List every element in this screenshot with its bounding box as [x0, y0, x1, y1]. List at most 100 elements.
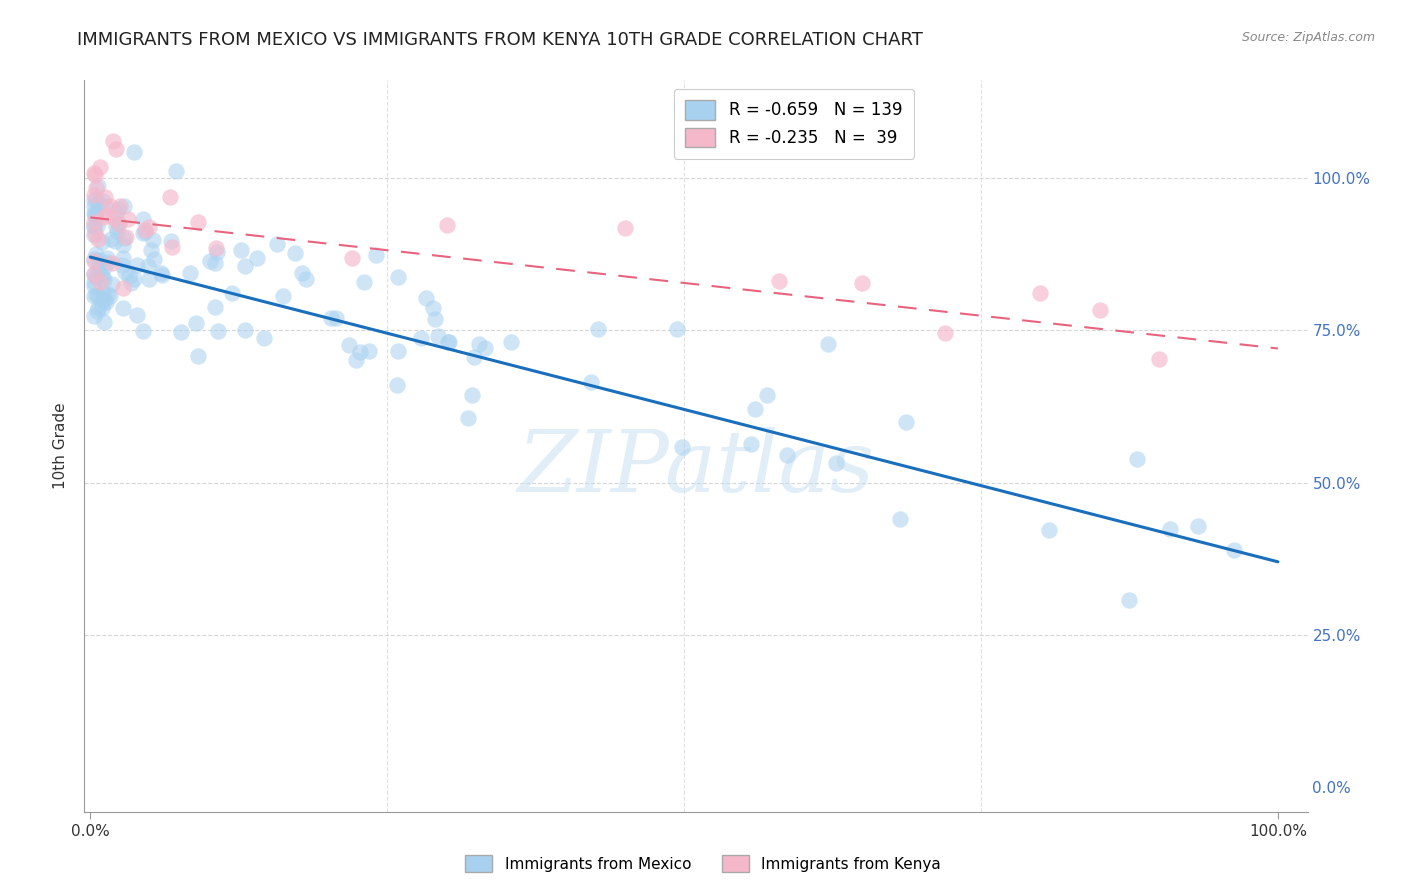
Point	[112, 199, 135, 213]
Point	[111, 281, 134, 295]
Point	[134, 225, 156, 239]
Point	[1223, 542, 1246, 557]
Point	[824, 456, 846, 470]
Point	[125, 258, 148, 272]
Point	[105, 219, 128, 234]
Point	[207, 324, 229, 338]
Point	[349, 345, 371, 359]
Point	[200, 254, 222, 268]
Point	[86, 304, 108, 318]
Point	[364, 248, 387, 262]
Point	[93, 210, 115, 224]
Point	[105, 224, 128, 238]
Point	[100, 256, 122, 270]
Point	[83, 219, 105, 234]
Point	[889, 512, 911, 526]
Point	[86, 219, 108, 234]
Point	[851, 276, 873, 290]
Point	[127, 308, 149, 322]
Point	[89, 160, 111, 174]
Point	[387, 270, 409, 285]
Point	[108, 217, 131, 231]
Point	[415, 292, 437, 306]
Point	[111, 251, 134, 265]
Point	[1187, 519, 1209, 533]
Point	[233, 323, 256, 337]
Point	[579, 375, 602, 389]
Point	[96, 208, 118, 222]
Point	[87, 252, 110, 267]
Point	[159, 189, 181, 203]
Point	[150, 267, 173, 281]
Point	[86, 289, 108, 303]
Point	[775, 448, 797, 462]
Point	[94, 200, 117, 214]
Point	[93, 259, 115, 273]
Point	[84, 288, 107, 302]
Point	[501, 334, 523, 349]
Point	[117, 212, 139, 227]
Point	[142, 233, 165, 247]
Point	[87, 179, 110, 194]
Point	[96, 255, 118, 269]
Point	[83, 228, 105, 243]
Point	[93, 294, 115, 309]
Point	[93, 315, 115, 329]
Point	[107, 217, 129, 231]
Point	[817, 337, 839, 351]
Point	[186, 316, 208, 330]
Point	[136, 259, 159, 273]
Point	[83, 199, 105, 213]
Point	[138, 220, 160, 235]
Point	[87, 195, 110, 210]
Point	[150, 268, 173, 283]
Point	[221, 286, 243, 301]
Point	[246, 251, 269, 265]
Point	[162, 240, 184, 254]
Point	[132, 324, 155, 338]
Point	[1159, 522, 1181, 536]
Point	[436, 218, 458, 232]
Point	[474, 342, 496, 356]
Point	[100, 289, 122, 303]
Point	[83, 254, 105, 268]
Point	[385, 378, 408, 392]
Point	[768, 274, 790, 288]
Point	[91, 291, 114, 305]
Point	[91, 286, 114, 301]
Point	[457, 411, 479, 425]
Point	[83, 267, 105, 281]
Point	[83, 276, 105, 290]
Point	[1038, 523, 1060, 537]
Point	[83, 289, 105, 303]
Point	[93, 190, 115, 204]
Point	[461, 387, 484, 401]
Point	[83, 193, 105, 207]
Point	[423, 311, 446, 326]
Point	[84, 168, 107, 182]
Point	[319, 310, 342, 325]
Point	[755, 388, 778, 402]
Point	[426, 329, 449, 343]
Point	[325, 310, 347, 325]
Point	[205, 245, 228, 260]
Point	[344, 352, 367, 367]
Point	[83, 206, 105, 220]
Point	[1029, 285, 1052, 300]
Point	[353, 275, 375, 289]
Point	[284, 245, 307, 260]
Point	[84, 227, 107, 241]
Point	[422, 301, 444, 315]
Point	[93, 273, 115, 287]
Point	[87, 262, 110, 277]
Point	[229, 244, 252, 258]
Point	[118, 268, 141, 283]
Point	[105, 206, 128, 220]
Point	[86, 301, 108, 315]
Point	[253, 331, 276, 345]
Point	[103, 211, 125, 225]
Point	[467, 336, 489, 351]
Point	[111, 301, 134, 315]
Point	[112, 238, 135, 252]
Legend: Immigrants from Mexico, Immigrants from Kenya: Immigrants from Mexico, Immigrants from …	[457, 847, 949, 880]
